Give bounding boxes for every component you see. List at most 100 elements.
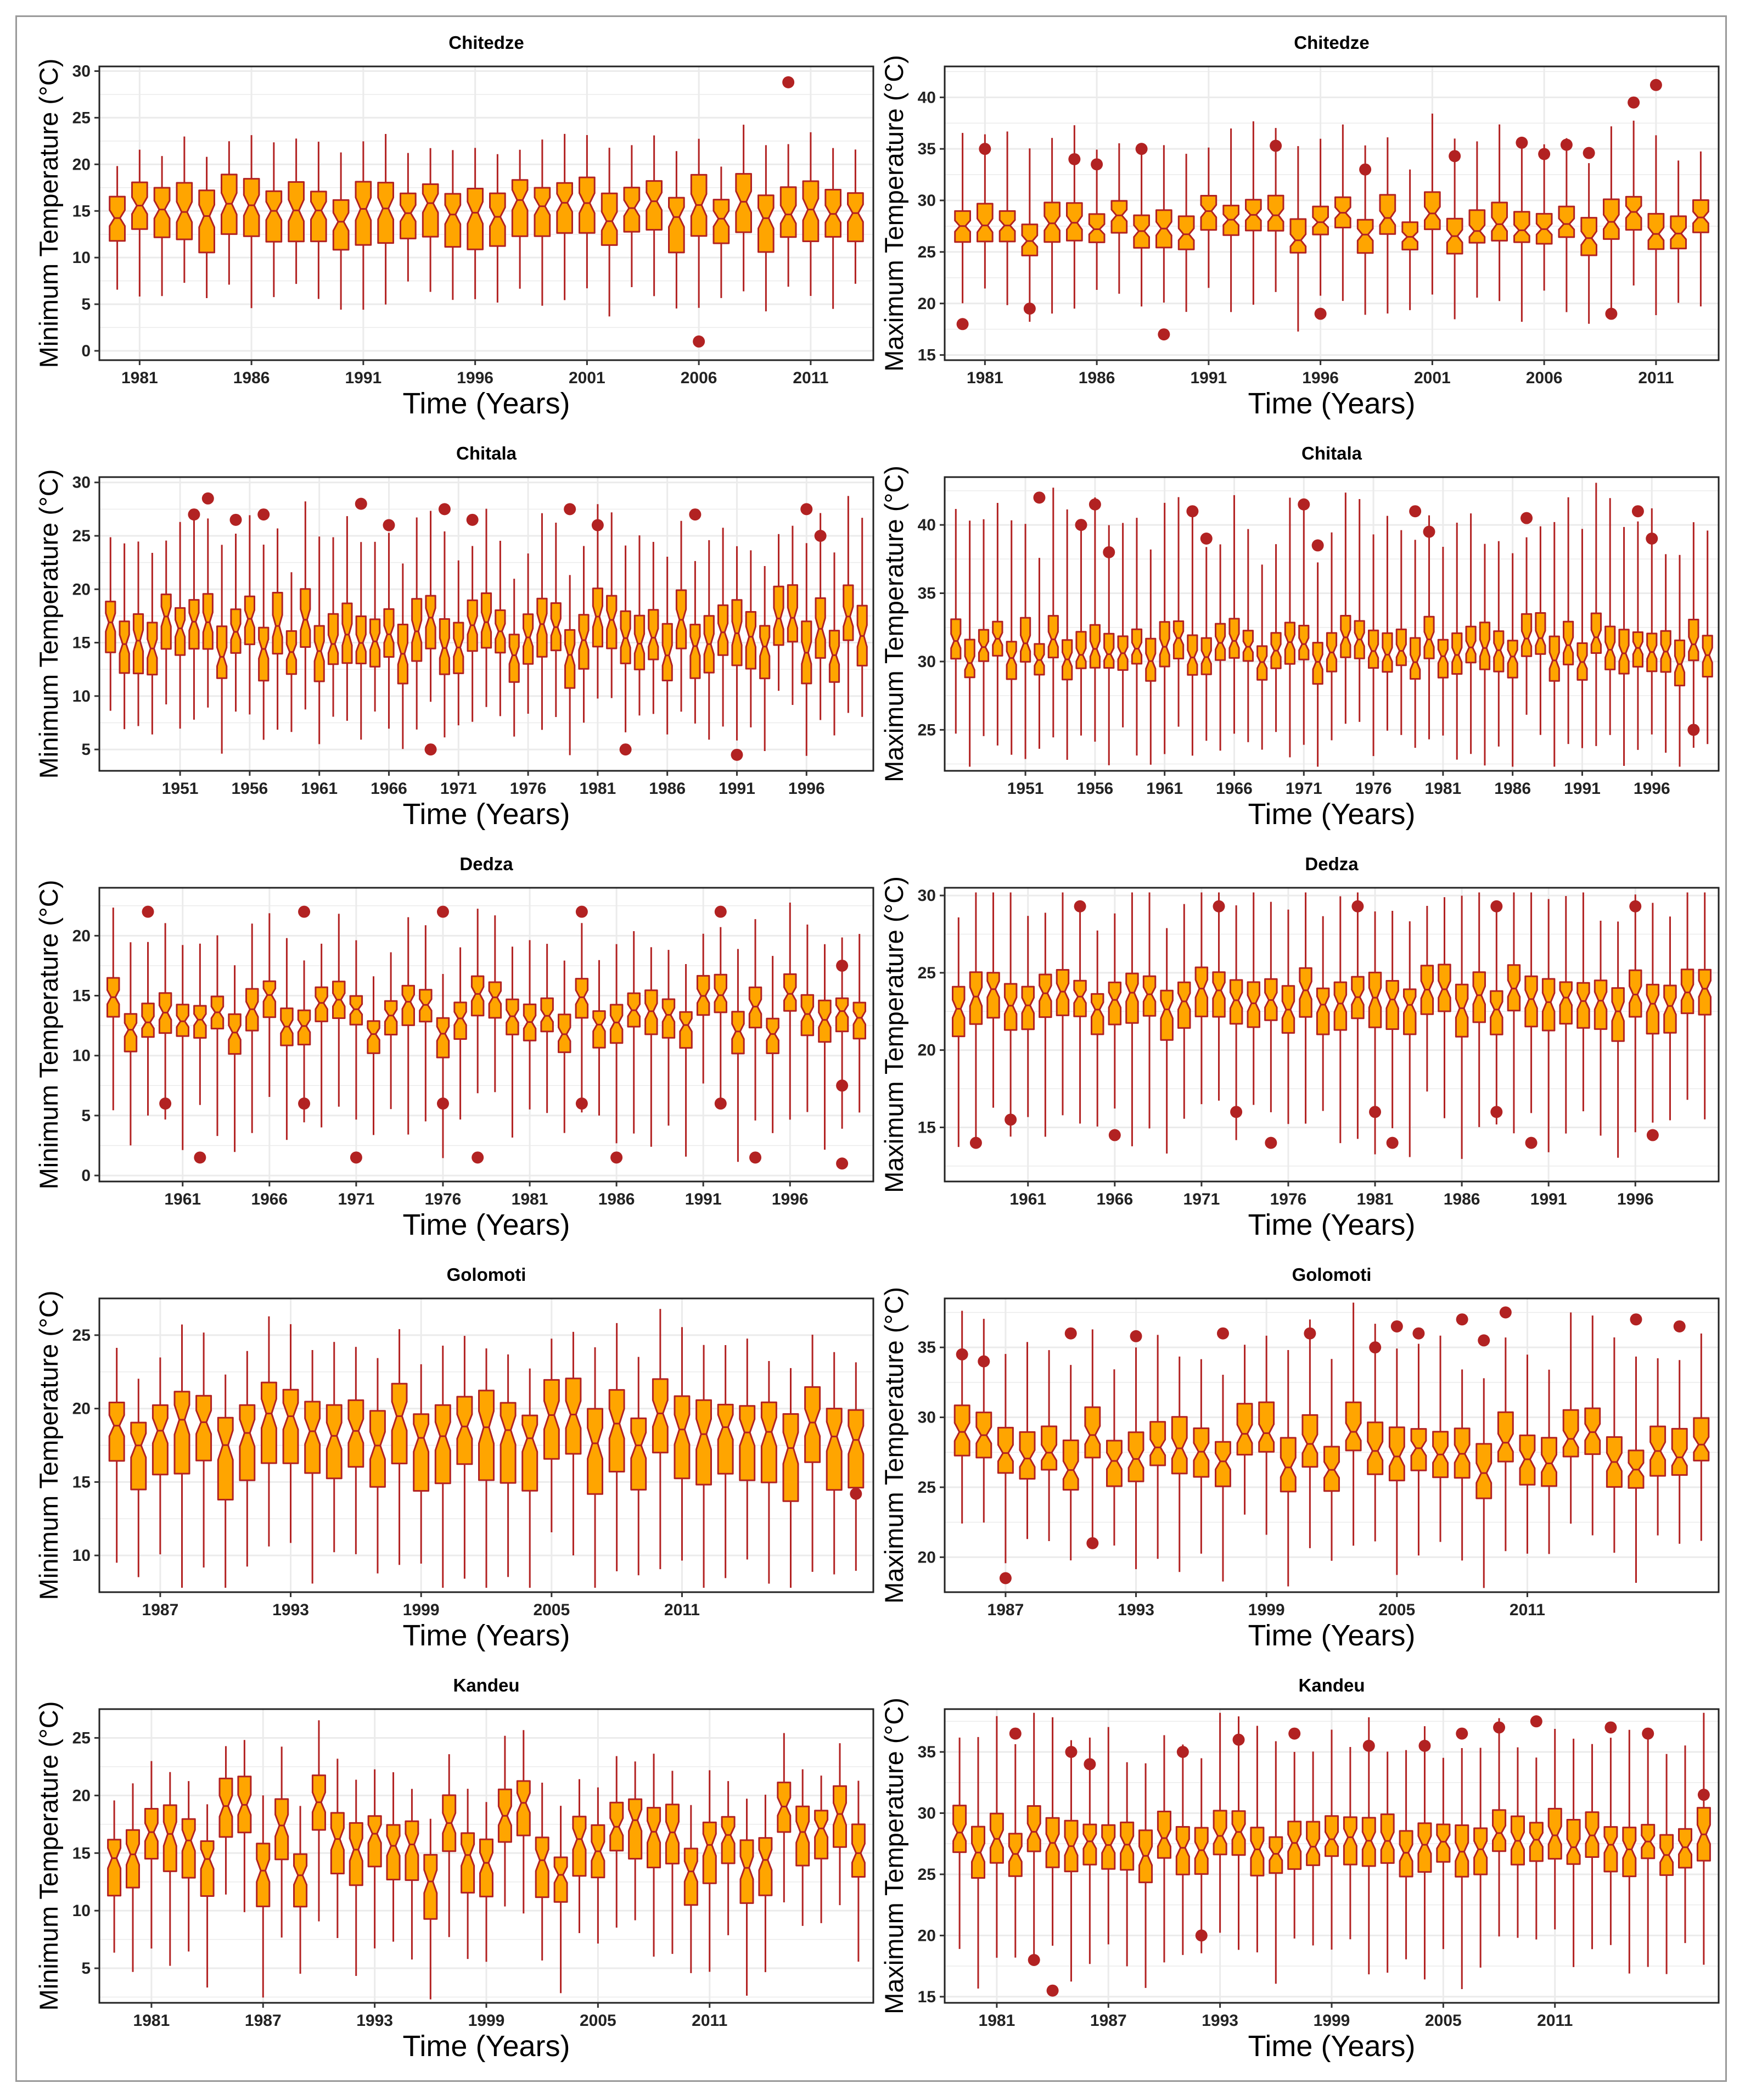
dedza-min-box-1962 xyxy=(193,943,207,1105)
chitala-max-box-1970 xyxy=(1284,497,1295,758)
dedza-min-x-tick-label-1991: 1991 xyxy=(685,1190,722,1208)
chitedze-min-y-tick-label-30: 30 xyxy=(72,62,91,80)
chitedze-max-box-2009 xyxy=(1603,126,1620,311)
golomoti-min-box-2005 xyxy=(543,1339,560,1532)
chitala-min-y-tick-label-30: 30 xyxy=(72,474,91,492)
chitedze-max-outlier-1989-6 xyxy=(1158,328,1170,341)
golomoti-min-box-2001 xyxy=(456,1336,473,1579)
dedza-min-box-1980 xyxy=(506,947,519,1138)
golomoti-max-box-1992 xyxy=(1106,1369,1123,1546)
dedza-min-box-1961 xyxy=(176,945,189,1150)
golomoti-max-outlier-2016-14 xyxy=(1630,1313,1642,1326)
chitala-min-box-1985 xyxy=(648,541,659,714)
dedza-min-outlier-1976-7 xyxy=(436,1097,449,1110)
chitala-max-y-axis-label: Maximum Temperature (°C) xyxy=(879,466,908,782)
kandeu-max-box-1991 xyxy=(1175,1744,1190,1955)
chitedze-max-x-tick-label-2006: 2006 xyxy=(1526,369,1563,387)
golomoti-max-box-1990 xyxy=(1062,1365,1079,1561)
chitala-min-box-1963 xyxy=(341,516,353,721)
dedza-min-outlier-1960-1 xyxy=(159,1097,172,1110)
chitedze-max-x-tick-label-1981: 1981 xyxy=(967,369,1003,387)
chitala-min-box-1984 xyxy=(633,535,646,716)
chitedze-max-outlier-2009-15 xyxy=(1605,307,1618,320)
kandeu-min-box-1999 xyxy=(479,1802,493,1962)
chitala-min-x-tick-label-1981: 1981 xyxy=(580,780,616,798)
chitala-min-box-1954 xyxy=(216,545,228,754)
golomoti-max-box-1993 xyxy=(1127,1347,1144,1570)
chitedze-max-x-axis-label: Time (Years) xyxy=(1248,387,1415,420)
kandeu-min-x-tick-label-1993: 1993 xyxy=(356,2012,393,2030)
golomoti-max-chart-title: Golomoti xyxy=(1292,1264,1372,1285)
kandeu-max-y-axis-label: Maximum Temperature (°C) xyxy=(879,1698,908,2014)
dedza-min-box-1985 xyxy=(592,960,606,1116)
kandeu-max-outlier-1991-5 xyxy=(1176,1746,1189,1759)
golomoti-min-box-1991 xyxy=(239,1351,256,1567)
chitedze-min-box-2007 xyxy=(712,166,730,298)
dedza-min-box-1983 xyxy=(558,960,571,1133)
chitedze-max-box-1986 xyxy=(1088,149,1106,290)
chitala-max-x-tick-label-1971: 1971 xyxy=(1286,780,1322,798)
chitala-max-outlier-1952-0 xyxy=(1033,491,1046,504)
chitedze-min-box-1987 xyxy=(265,142,283,298)
kandeu-max-box-2002 xyxy=(1380,1751,1395,1973)
dedza-min-panel-border xyxy=(98,887,874,1183)
chitala-max-box-1986 xyxy=(1507,553,1518,767)
dedza-max-box-1971 xyxy=(1194,892,1209,1105)
chitala-min-box-1978 xyxy=(550,522,562,718)
kandeu-max-outlier-1992-6 xyxy=(1195,1929,1208,1942)
golomoti-max-box-1987 xyxy=(997,1354,1014,1564)
kandeu-min-y-tick-label-5: 5 xyxy=(81,1959,91,1978)
kandeu-max-box-2012 xyxy=(1566,1738,1581,1967)
chitala-max-box-1988 xyxy=(1535,526,1546,735)
chitedze-min-box-1988 xyxy=(288,138,305,284)
chitedze-max-box-1984 xyxy=(1043,138,1061,314)
chitedze-min-box-1994 xyxy=(422,148,439,292)
kandeu-max-box-1981 xyxy=(989,1716,1004,1958)
dedza-max-outlier-1958-0 xyxy=(969,1136,982,1149)
golomoti-min-box-2015 xyxy=(760,1361,777,1584)
chitala-min-x-tick-label-1951: 1951 xyxy=(162,780,199,798)
dedza-min-box-1989 xyxy=(661,950,676,1126)
kandeu-max-box-2005 xyxy=(1436,1757,1451,1950)
dedza-min-outlier-1971-5 xyxy=(350,1151,362,1164)
chitedze-max-chart-title: Chitedze xyxy=(1294,32,1370,53)
golomoti-max-outlier-2009-12 xyxy=(1478,1334,1490,1347)
chitala-max-box-1972 xyxy=(1312,562,1323,767)
golomoti-min-box-2018 xyxy=(826,1352,843,1575)
dedza-max-box-1966 xyxy=(1108,913,1122,1109)
chitedze-min-outlier-2010-1 xyxy=(782,76,795,88)
chitala-max-box-1951 xyxy=(1020,524,1031,759)
kandeu-min-box-2004 xyxy=(572,1779,587,1934)
chitala-max-box-1961 xyxy=(1159,502,1170,754)
kandeu-max-outlier-2014-14 xyxy=(1604,1721,1617,1734)
kandeu-min-box-1997 xyxy=(442,1754,457,1937)
chitedze-min-temp-panel: 0 5 10 15 20 25 30 1981 1986 1991 1996 2001 2006 2011… xyxy=(17,17,888,429)
chitala-min-box-1980 xyxy=(578,546,590,723)
chitala-min-outlier-1979-9 xyxy=(564,503,576,516)
chitedze-max-outlier-1981-1 xyxy=(979,143,991,155)
kandeu-max-box-1995 xyxy=(1250,1726,1265,1953)
chitala-min-outlier-1966-5 xyxy=(383,519,395,531)
golomoti-min-box-2017 xyxy=(804,1335,821,1572)
golomoti-max-panel-border xyxy=(944,1297,1720,1593)
chitala-min-temp-panel: 5 10 15 20 25 30 1951 1956 1961 1966 1971 1976 1981 1… xyxy=(17,428,888,839)
chitala-min-x-tick-label-1996: 1996 xyxy=(788,780,825,798)
kandeu-min-box-1992 xyxy=(349,1779,363,1976)
chitedze-max-outlier-2010-16 xyxy=(1628,96,1640,109)
kandeu-max-x-tick-label-1993: 1993 xyxy=(1202,2012,1238,2030)
golomoti-max-outlier-1991-4 xyxy=(1086,1537,1099,1549)
golomoti-max-y-tick-label-25: 25 xyxy=(918,1479,936,1497)
chitedze-min-x-tick-label-1981: 1981 xyxy=(121,369,158,387)
dedza-max-x-tick-label-1971: 1971 xyxy=(1183,1190,1220,1208)
dedza-min-outlier-1992-12 xyxy=(714,905,727,918)
golomoti-min-box-1993 xyxy=(282,1324,299,1543)
dedza-min-outlier-1999-16 xyxy=(836,1079,849,1092)
kandeu-max-box-1980 xyxy=(971,1737,985,1989)
chitala-max-box-1955 xyxy=(1075,519,1087,736)
chitala-min-box-1973 xyxy=(480,508,492,707)
kandeu-min-box-2000 xyxy=(497,1735,512,1907)
dedza-max-box-1965 xyxy=(1091,930,1104,1127)
golomoti-max-outlier-2008-11 xyxy=(1456,1313,1468,1326)
chitala-min-y-tick-label-25: 25 xyxy=(72,527,91,545)
kandeu-min-x-axis-label: Time (Years) xyxy=(402,2030,570,2063)
